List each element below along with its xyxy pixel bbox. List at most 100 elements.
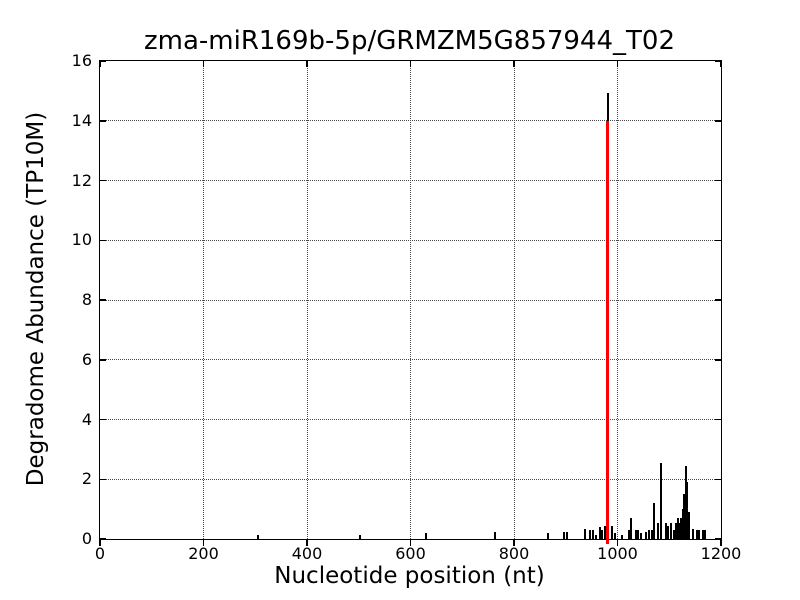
x-tick-top-200 — [202, 61, 205, 67]
y-tick-right-2 — [715, 478, 721, 480]
cleavage-site-marker — [606, 120, 610, 544]
bar — [613, 533, 616, 539]
y-tick-2 — [100, 478, 106, 480]
y-tick-6 — [100, 359, 106, 361]
bar — [636, 530, 639, 539]
bar — [672, 530, 675, 539]
bar — [667, 525, 670, 539]
bar — [669, 522, 672, 539]
bar — [566, 531, 569, 539]
gridline-y-10 — [100, 239, 721, 241]
x-tick-800 — [513, 539, 515, 546]
bar — [652, 503, 655, 539]
y-tick-right-10 — [715, 239, 721, 241]
x-tick-label-1000: 1000 — [597, 544, 638, 563]
bar — [257, 534, 260, 539]
y-tick-label-0: 0 — [81, 529, 92, 548]
bar — [692, 528, 695, 539]
y-tick-right-12 — [715, 179, 721, 182]
bar — [546, 533, 549, 539]
bar — [591, 530, 594, 539]
x-tick-200 — [202, 539, 205, 546]
y-tick-10 — [100, 239, 106, 241]
bar — [695, 530, 698, 539]
y-tick-label-16: 16 — [71, 51, 92, 70]
y-tick-label-4: 4 — [81, 409, 92, 429]
bar — [677, 518, 680, 539]
bar — [620, 534, 623, 539]
x-tick-top-400 — [306, 61, 308, 67]
gridline-y-6 — [100, 359, 721, 361]
x-tick-1200 — [720, 539, 722, 546]
bar — [647, 530, 650, 539]
x-axis-label: Nucleotide position (nt) — [274, 563, 545, 589]
bar — [628, 530, 631, 539]
x-tick-label-800: 800 — [498, 544, 530, 563]
x-tick-400 — [306, 539, 308, 546]
gridline-y-4 — [100, 419, 721, 420]
plot-area: 0 200 400 600 800 1000 1200 0 2 4 6 8 10 12 14 16 — [72, 51, 742, 563]
bar — [650, 530, 653, 539]
y-tick-right-4 — [715, 418, 721, 421]
y-tick-12 — [100, 179, 106, 182]
bar — [656, 522, 659, 539]
y-tick-right-8 — [715, 299, 721, 301]
bar — [678, 522, 681, 539]
gridline-y-2 — [100, 478, 721, 480]
y-tick-8 — [100, 299, 106, 301]
bar — [639, 533, 642, 539]
x-tick-top-0 — [99, 61, 101, 67]
y-tick-right-0 — [715, 538, 721, 540]
y-tick-14 — [100, 120, 106, 122]
y-tick-right-16 — [715, 60, 721, 62]
bar — [681, 509, 684, 539]
x-tick-label-600: 600 — [395, 544, 426, 563]
x-tick-top-1200 — [720, 61, 722, 67]
x-tick-label-400: 400 — [291, 544, 323, 563]
gridline-y-12 — [100, 180, 721, 181]
chart-title: zma-miR169b-5p/GRMZM5G857944_T02 — [143, 26, 676, 56]
bar — [630, 518, 633, 539]
y-tick-right-14 — [715, 120, 721, 122]
y-tick-label-6: 6 — [81, 349, 92, 369]
bar — [684, 465, 687, 539]
bar — [683, 494, 686, 539]
y-tick-0 — [100, 538, 106, 540]
y-tick-label-8: 8 — [81, 290, 92, 309]
x-tick-600 — [409, 539, 412, 546]
y-tick-label-14: 14 — [71, 110, 92, 130]
bar — [660, 462, 663, 539]
y-tick-4 — [100, 418, 106, 421]
x-tick-label-200: 200 — [188, 544, 219, 563]
bar — [688, 512, 691, 539]
x-tick-top-1000 — [616, 61, 619, 67]
bar — [686, 482, 689, 539]
x-tick-top-600 — [409, 61, 412, 67]
bar — [594, 534, 597, 539]
y-tick-label-10: 10 — [71, 230, 92, 250]
bar — [601, 530, 604, 539]
bar — [424, 533, 427, 539]
gridline-y-8 — [100, 299, 721, 301]
bar — [697, 530, 700, 539]
y-tick-right-6 — [715, 359, 721, 361]
x-tick-top-800 — [513, 61, 515, 67]
y-tick-16 — [100, 60, 106, 62]
x-tick-1000 — [616, 539, 619, 546]
bar — [584, 528, 587, 539]
bar — [610, 525, 613, 539]
bar — [598, 527, 601, 539]
bar — [703, 530, 706, 539]
bar — [562, 531, 565, 539]
bar — [359, 534, 362, 539]
bar — [588, 530, 591, 539]
x-tick-label-0: 0 — [94, 544, 106, 563]
y-tick-label-2: 2 — [81, 469, 92, 489]
y-tick-label-12: 12 — [71, 170, 92, 190]
bar — [494, 531, 497, 539]
bar — [674, 522, 677, 539]
bar — [680, 518, 683, 539]
bar — [603, 525, 606, 539]
bar — [701, 530, 704, 539]
